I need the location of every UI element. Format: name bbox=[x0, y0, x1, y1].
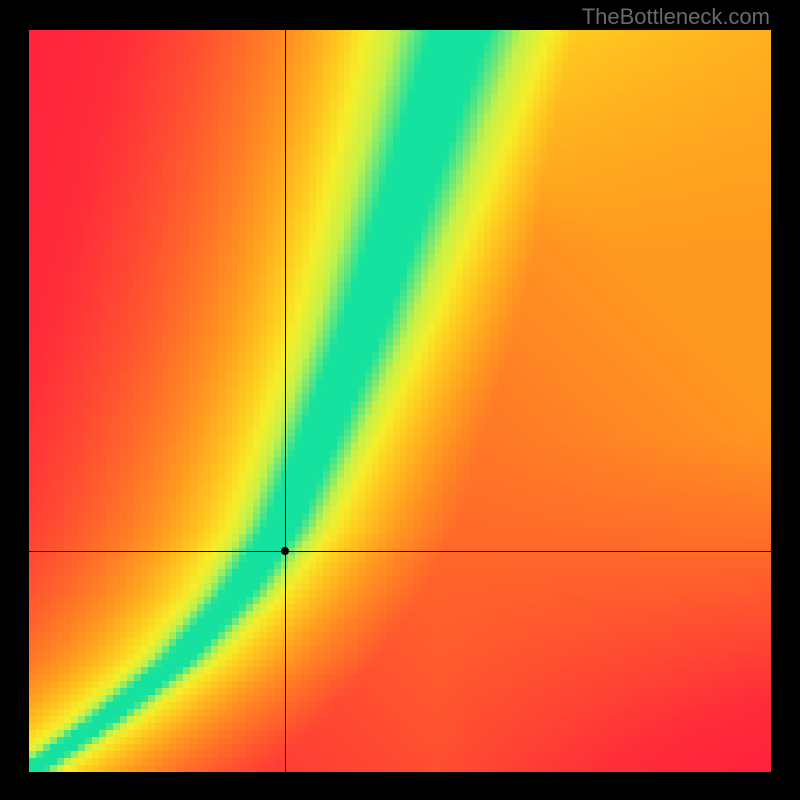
marker-point bbox=[281, 547, 289, 555]
chart-container: TheBottleneck.com bbox=[0, 0, 800, 800]
watermark-text: TheBottleneck.com bbox=[582, 4, 770, 30]
crosshair-horizontal bbox=[29, 551, 771, 552]
heatmap-canvas bbox=[29, 30, 771, 772]
plot-area bbox=[29, 30, 771, 772]
crosshair-vertical bbox=[285, 30, 286, 772]
